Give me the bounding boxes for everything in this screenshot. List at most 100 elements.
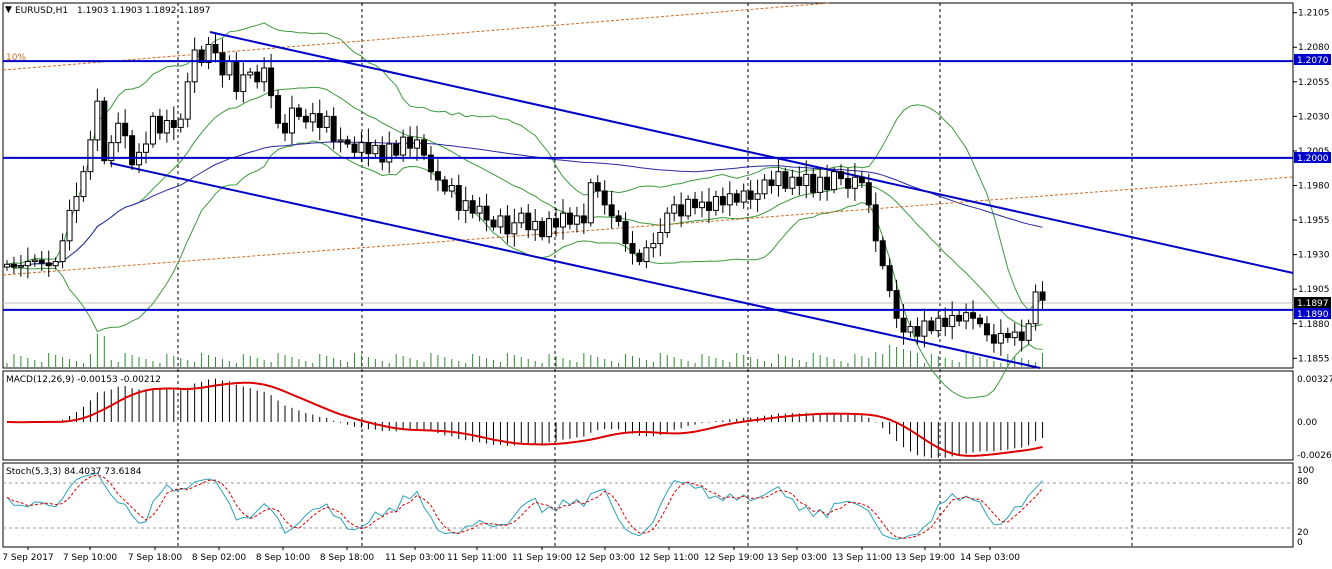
candle-bullish — [226, 60, 233, 76]
candle-bullish — [31, 259, 38, 263]
time-axis-label: 8 Sep 02:00 — [192, 553, 247, 563]
grid-lines — [3, 3, 1293, 547]
candle-bearish — [38, 259, 45, 264]
candle-bullish — [191, 49, 198, 83]
candle-bearish — [608, 204, 615, 217]
candle-bullish — [59, 240, 66, 263]
candle-bullish — [560, 212, 566, 228]
price-tick-label: 1.1955 — [1298, 216, 1330, 226]
candle-bearish — [441, 179, 448, 192]
candle-bearish — [268, 67, 275, 97]
candle-bullish — [17, 265, 24, 268]
price-level-label-1-2000[interactable]: 1.2000 — [1294, 152, 1331, 164]
candle-bearish — [122, 122, 129, 137]
candle-bearish — [629, 243, 636, 254]
stoch-tick-80: 80 — [1297, 477, 1309, 487]
candle-bearish — [838, 171, 844, 180]
candle-bearish — [365, 142, 372, 155]
main-pane[interactable] — [2, 2, 1294, 369]
candle-bullish — [52, 261, 59, 267]
chart-menu-icon[interactable]: ▼ — [5, 5, 12, 15]
macd-pane[interactable] — [2, 370, 1294, 461]
channel-lower-line — [109, 162, 1041, 369]
price-level-label-1-2070[interactable]: 1.2070 — [1294, 54, 1331, 66]
candle-bullish — [685, 198, 692, 217]
candle-bearish — [692, 198, 699, 209]
candle-bullish — [907, 326, 914, 333]
ohlc-high: 1.1903 — [111, 6, 143, 16]
ohlc-open: 1.1903 — [77, 6, 109, 16]
candle-bearish — [393, 143, 400, 156]
candle-bearish — [10, 263, 17, 268]
candle-bearish — [977, 317, 983, 325]
candle-bearish — [302, 115, 309, 123]
candle-bullish — [664, 212, 671, 234]
candle-bearish — [879, 240, 886, 267]
candle-bullish — [726, 193, 733, 206]
ohlc-close: 1.1897 — [179, 6, 211, 16]
moving-average-line — [6, 141, 1043, 267]
candle-bullish — [476, 205, 483, 214]
candle-bullish — [699, 201, 705, 209]
candle-bullish — [921, 320, 928, 337]
candle-bearish — [719, 196, 726, 206]
candle-bearish — [344, 139, 351, 145]
candle-bullish — [163, 120, 170, 134]
price-tick-label: 1.1880 — [1298, 320, 1330, 330]
time-axis-label: 7 Sep 2017 — [2, 553, 53, 563]
time-axis-label: 11 Sep 11:00 — [447, 553, 507, 563]
candle-bullish — [1032, 291, 1039, 325]
candle-bearish — [956, 314, 963, 322]
fibo-line-lower — [2, 176, 1294, 276]
candle-bullish — [80, 171, 87, 198]
candle-bullish — [462, 200, 469, 211]
candle-bearish — [900, 317, 907, 333]
stoch-pane[interactable] — [2, 462, 1294, 548]
candle-bullish — [997, 332, 1004, 344]
stoch-tick-100: 100 — [1297, 466, 1314, 476]
svg-text:1.1897: 1.1897 — [1297, 299, 1329, 309]
price-tick-label: 1.2030 — [1298, 112, 1330, 122]
candlesticks[interactable] — [4, 33, 1046, 356]
candle-bearish — [427, 154, 434, 173]
candle-bullish — [1025, 323, 1032, 341]
candle-bullish — [963, 312, 970, 322]
candle-bullish — [247, 71, 254, 76]
price-tick-label: 1.2080 — [1298, 43, 1330, 53]
macd-tick-top: 0.00327 — [1297, 375, 1332, 385]
candle-bearish — [893, 290, 900, 319]
price-level-label-1-1890[interactable]: 1.1890 — [1294, 308, 1331, 320]
price-tick-label: 1.1930 — [1298, 251, 1330, 261]
time-axis-label: 7 Sep 18:00 — [128, 553, 183, 563]
candle-bearish — [198, 49, 205, 63]
candle-bearish — [455, 185, 462, 211]
time-axis-label: 12 Sep 03:00 — [575, 553, 635, 563]
candle-bullish — [949, 314, 956, 328]
candle-bullish — [448, 185, 455, 192]
candle-bearish — [768, 179, 775, 186]
candle-bullish — [712, 196, 719, 211]
time-axis-label: 7 Sep 10:00 — [63, 553, 118, 563]
candle-bearish — [330, 115, 337, 142]
macd-tick-bottom: -0.00265 — [1297, 451, 1332, 461]
candle-bullish — [73, 196, 80, 211]
candle-bearish — [990, 334, 997, 344]
svg-text:1.2070: 1.2070 — [1297, 56, 1329, 66]
time-axis-label: 8 Sep 10:00 — [256, 553, 311, 563]
candle-bearish — [886, 265, 893, 292]
candle-bearish — [983, 323, 990, 336]
current-price-label: 1.1897 — [1294, 297, 1331, 309]
candle-bullish — [817, 176, 824, 193]
candle-bearish — [594, 182, 601, 192]
candle-bullish — [650, 243, 657, 249]
time-axis-label: 11 Sep 19:00 — [512, 553, 572, 563]
horizontal-levels[interactable] — [3, 60, 1293, 311]
candle-bearish — [796, 176, 803, 186]
stoch-main-line — [6, 472, 1043, 540]
macd-label: MACD(12,26,9) -0.00153 -0.00212 — [6, 375, 161, 385]
candle-bearish — [810, 173, 817, 193]
candle-bullish — [851, 176, 858, 189]
candle-bullish — [573, 215, 580, 225]
candle-bullish — [657, 232, 664, 245]
